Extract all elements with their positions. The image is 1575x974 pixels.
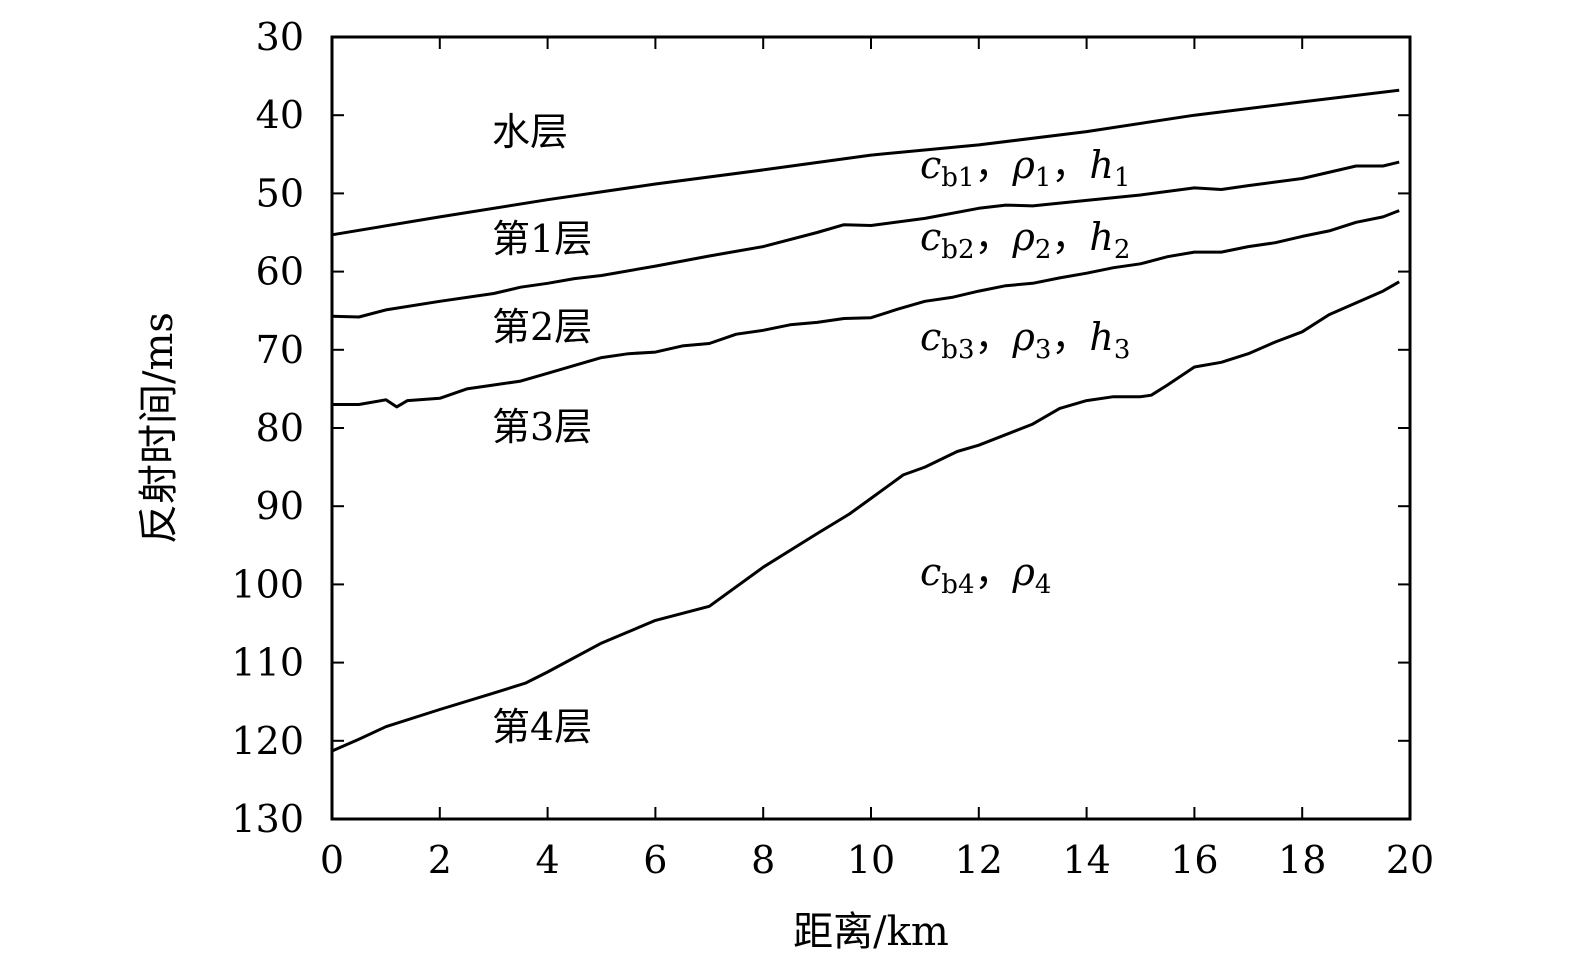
x-tick-label: 6: [643, 838, 667, 882]
y-tick-label: 30: [256, 15, 304, 59]
series-line-1: [331, 88, 1400, 237]
series-lines: [331, 88, 1400, 753]
label-layer-4: 第4层: [492, 705, 592, 749]
params-layer-1: cb1，ρ1，h1: [920, 143, 1130, 193]
label-layer-3: 第3层: [492, 405, 592, 449]
y-tick-label: 100: [231, 562, 304, 606]
x-tick-label: 20: [1386, 838, 1434, 882]
label-layer-1: 第1层: [492, 217, 592, 261]
x-tick-label: 4: [536, 838, 560, 882]
x-tick-label: 2: [428, 838, 452, 882]
series-line-3: [332, 209, 1400, 409]
label-layer-2: 第2层: [492, 305, 592, 349]
params-layer-3: cb3，ρ3，h3: [920, 315, 1130, 365]
x-axis-title: 距离/km: [793, 909, 949, 955]
x-tick-label: 12: [955, 838, 1003, 882]
label-water-layer: 水层: [492, 110, 568, 154]
y-tick-label: 120: [231, 719, 304, 763]
y-tick-label: 110: [231, 641, 304, 685]
series-line-4: [331, 280, 1400, 753]
x-tick-label: 18: [1278, 838, 1326, 882]
params-layer-4: cb4，ρ4: [920, 550, 1051, 600]
y-axis-title: 反射时间/ms: [136, 312, 182, 544]
x-tick-label: 0: [320, 838, 344, 882]
y-tick-label: 90: [256, 484, 304, 528]
y-axis-ticks: 30 40 50 60 70 80 90 100 110 120 130: [231, 15, 1410, 841]
y-tick-label: 50: [256, 171, 304, 215]
x-tick-label: 16: [1170, 838, 1218, 882]
y-tick-label: 60: [256, 250, 304, 294]
x-axis-ticks: 0 2 4 6 8 10 12 14 16 18 20: [320, 37, 1434, 882]
series-line-2: [331, 160, 1400, 319]
y-tick-label: 40: [256, 93, 304, 137]
x-tick-label: 10: [847, 838, 895, 882]
y-tick-label: 70: [256, 328, 304, 372]
x-tick-label: 8: [751, 838, 775, 882]
y-tick-label: 80: [256, 406, 304, 450]
x-tick-label: 14: [1062, 838, 1110, 882]
y-tick-label: 130: [231, 797, 304, 841]
params-layer-2: cb2，ρ2，h2: [920, 215, 1130, 265]
